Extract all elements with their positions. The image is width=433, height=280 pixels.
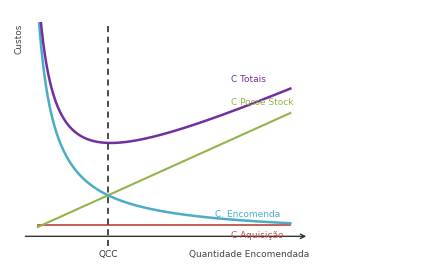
Text: C. Encomenda: C. Encomenda	[215, 210, 281, 219]
Text: C Posse Stock: C Posse Stock	[232, 99, 294, 108]
Text: C Aquisição: C Aquisição	[232, 230, 284, 240]
Text: C Totais: C Totais	[232, 75, 266, 84]
Text: Custos: Custos	[14, 24, 23, 54]
Text: QCC: QCC	[99, 250, 118, 259]
Text: Quantidade Encomendada: Quantidade Encomendada	[189, 250, 309, 259]
